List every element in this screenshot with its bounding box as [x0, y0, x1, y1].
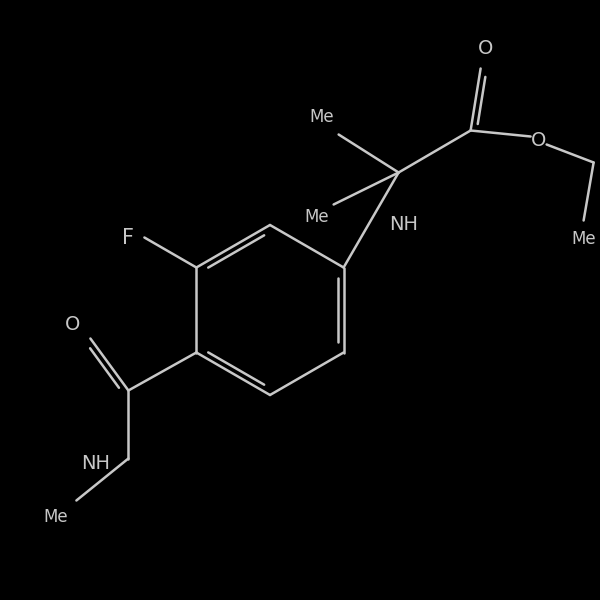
Text: O: O — [478, 40, 493, 58]
Text: Me: Me — [309, 109, 334, 127]
Text: F: F — [122, 227, 134, 247]
Text: O: O — [531, 131, 546, 150]
Text: Me: Me — [304, 208, 329, 226]
Text: Me: Me — [44, 509, 68, 527]
Text: NH: NH — [389, 215, 418, 235]
Text: O: O — [65, 314, 80, 334]
Text: Me: Me — [571, 230, 596, 248]
Text: NH: NH — [82, 454, 110, 473]
